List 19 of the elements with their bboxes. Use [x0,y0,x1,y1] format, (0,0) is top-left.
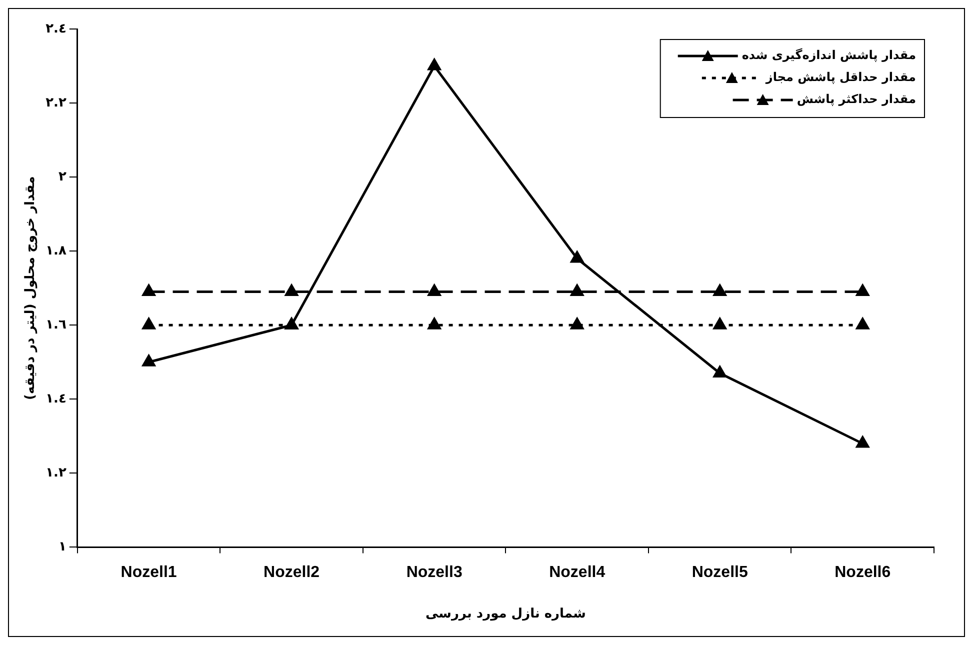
x-tick-label: Nozell2 [264,564,320,582]
y-tick-label: ١.٤ [46,392,66,407]
x-tick-label: Nozell6 [834,564,891,582]
legend-label: مقدار پاشش اندازه‌گیری شده [742,48,916,62]
legend-label: مقدار حداقل پاشش مجاز [764,70,916,84]
y-tick-label: ١.٦ [46,317,66,332]
y-tick-label: ١.٨ [46,243,66,258]
x-tick-label: Nozell1 [120,564,177,582]
x-tick-label: Nozell5 [692,564,748,582]
x-axis-title: شماره نازل مورد بررسی [426,606,586,622]
y-tick-label: ٢ [58,169,66,184]
y-axis-title: مقدار خروج محلول (لیتر در دقیقه) [23,176,38,400]
x-tick-label: Nozell3 [406,564,462,582]
x-tick-label: Nozell4 [549,564,606,582]
y-tick-label: ٢.٤ [46,21,66,36]
y-tick-label: ١.٢ [46,466,66,481]
y-tick-label: ١ [58,540,66,555]
y-tick-label: ٢.٢ [46,95,66,110]
legend-label: مقدار حداکثر پاشش [796,92,916,106]
